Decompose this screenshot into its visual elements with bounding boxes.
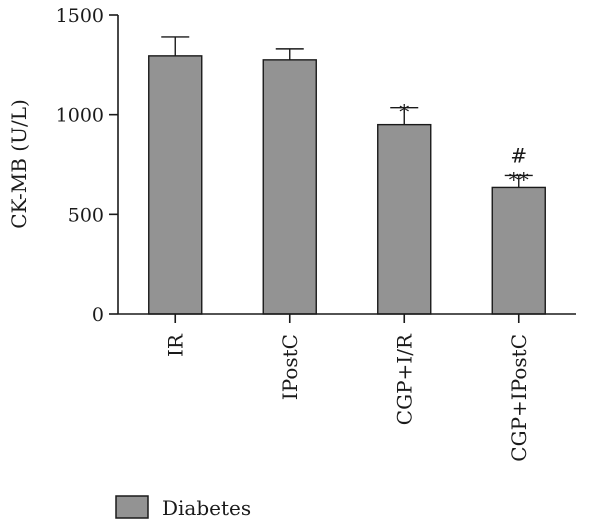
significance-marker-top: # [510, 143, 527, 167]
x-axis: IR IPostC CGP+I/R CGP+IPostC [118, 313, 576, 462]
bar [148, 55, 203, 315]
significance-marker: ** [509, 167, 529, 191]
legend: Diabetes [115, 495, 251, 520]
bars: ***# [148, 36, 546, 315]
y-tick-label: 0 [92, 304, 104, 326]
category-label: IR [163, 333, 187, 357]
legend-label-diabetes: Diabetes [162, 496, 251, 520]
significance-marker: * [399, 100, 409, 124]
category-label: CGP+I/R [392, 333, 416, 425]
legend-swatch-diabetes [115, 495, 149, 519]
y-axis-title: CK-MB (U/L) [7, 99, 31, 229]
bar [491, 186, 546, 315]
category-label: CGP+IPostC [507, 334, 531, 462]
y-tick-label: 1000 [56, 105, 104, 127]
bar [262, 59, 317, 315]
category-label: IPostC [278, 334, 302, 400]
y-tick-label: 500 [68, 204, 104, 226]
y-tick-label: 1500 [56, 5, 104, 27]
y-axis: 0 500 1000 1500 [56, 5, 119, 326]
bar [377, 123, 432, 315]
